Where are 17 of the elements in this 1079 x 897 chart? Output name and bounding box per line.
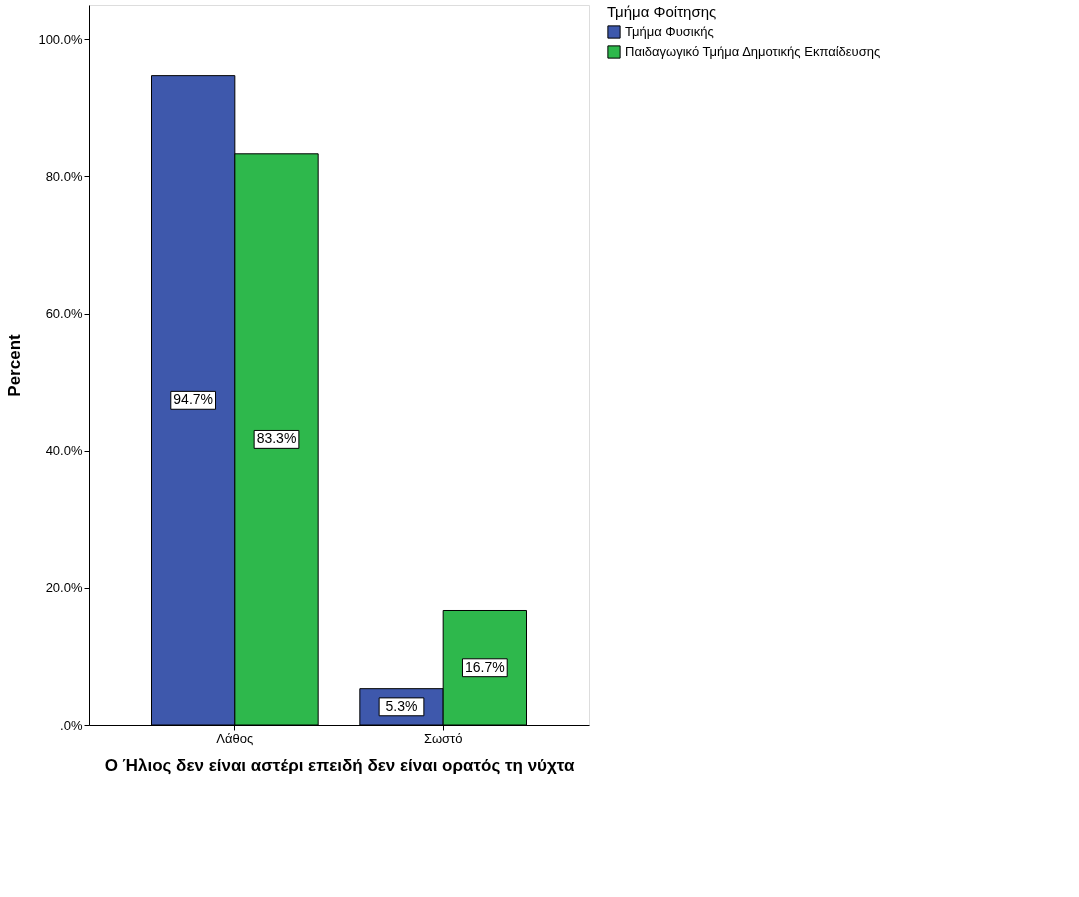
data-label: 94.7% (173, 391, 214, 408)
y-tick-label: 20.0% (45, 580, 83, 596)
data-label: 83.3% (256, 430, 297, 447)
y-tick-label: 80.0% (45, 168, 83, 184)
y-tick-label: .0% (60, 717, 83, 733)
y-axis-title: Percent (5, 333, 25, 397)
y-tick-label: 60.0% (45, 306, 83, 322)
x-tick-label: Λάθος (216, 730, 254, 746)
legend-label: Τμήμα Φυσικής (625, 24, 714, 39)
legend-title: Τμήμα Φοίτησης (607, 3, 717, 20)
data-label: 16.7% (464, 658, 505, 675)
legend-label: Παιδαγωγικό Τμήμα Δημοτικής Εκπαίδευσης (625, 44, 881, 59)
y-tick-label: 40.0% (45, 443, 83, 459)
x-axis-title: Ο Ήλιος δεν είναι αστέρι επειδή δεν είναι ορατός τη νύχτα (104, 755, 575, 775)
x-tick-label: Σωστό (423, 730, 463, 746)
data-label: 5.3% (385, 697, 418, 714)
y-tick-label: 100.0% (38, 31, 83, 47)
